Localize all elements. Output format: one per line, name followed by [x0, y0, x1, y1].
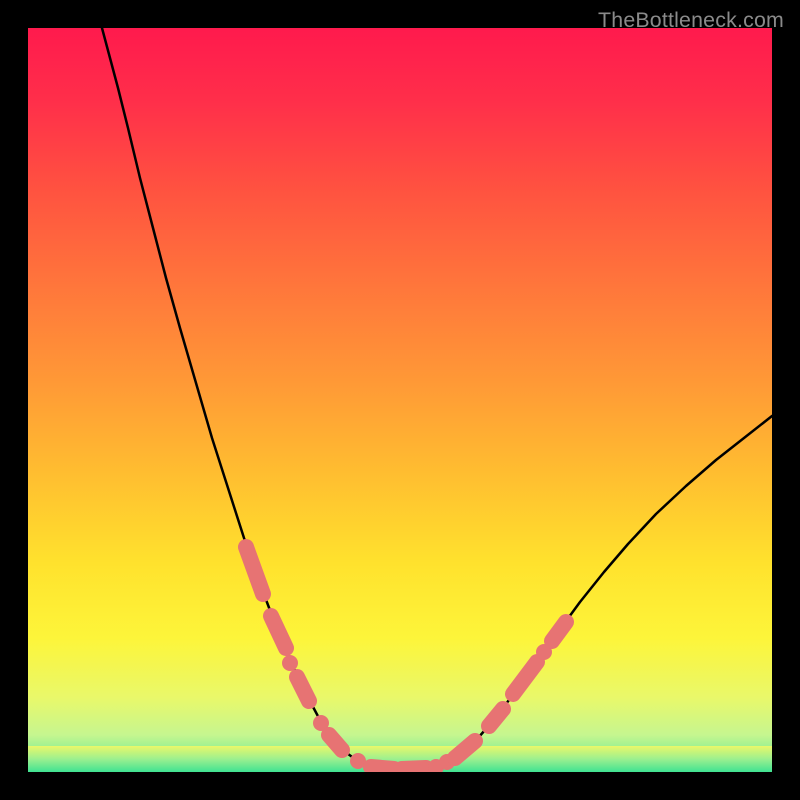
curve-marker-pill	[329, 735, 342, 750]
chart-outer: TheBottleneck.com	[0, 0, 800, 800]
curve-marker-pill	[371, 767, 394, 769]
curve-marker-pill	[489, 709, 503, 726]
curve-marker-dot	[282, 655, 298, 671]
curve-marker-pill	[402, 768, 426, 769]
curve-marker-pill	[297, 677, 309, 701]
curve-marker-pill	[552, 622, 566, 641]
plot-area	[28, 28, 772, 772]
chart-background	[28, 28, 772, 772]
bottleneck-chart	[28, 28, 772, 772]
